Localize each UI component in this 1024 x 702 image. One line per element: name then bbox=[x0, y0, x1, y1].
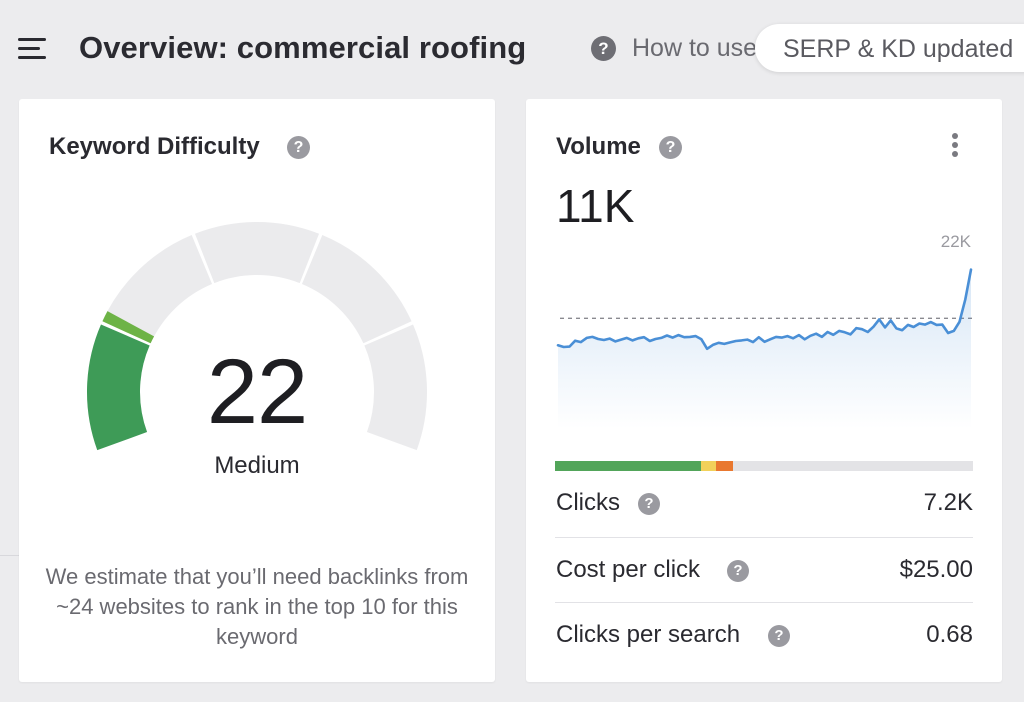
cost-per-click-label: Cost per click bbox=[556, 556, 701, 583]
metric-row-clicks-per-search: Clicks per search ? 0.68 bbox=[555, 602, 973, 667]
clicks-per-search-value: 0.68 bbox=[926, 621, 973, 648]
volume-card: Volume ? 11K 22K Clicks ? 7.2K Cost per … bbox=[526, 99, 1002, 682]
volume-title: Volume bbox=[556, 133, 641, 160]
clicks-label: Clicks bbox=[556, 489, 620, 516]
page-header: Overview: commercial roofing ? How to us… bbox=[0, 0, 1024, 96]
cost-per-click-help-icon[interactable]: ? bbox=[727, 560, 749, 582]
gauge-segment bbox=[194, 221, 320, 284]
clicks-per-search-help-icon[interactable]: ? bbox=[768, 625, 790, 647]
gauge-segment bbox=[102, 235, 213, 344]
help-icon[interactable]: ? bbox=[591, 36, 616, 61]
gauge-fill-segment bbox=[87, 324, 150, 451]
cost-per-click-value: $25.00 bbox=[899, 556, 973, 583]
how-to-use-link[interactable]: How to use bbox=[632, 34, 758, 62]
keyword-difficulty-title: Keyword Difficulty bbox=[49, 133, 260, 160]
split-bar-segment-clicks-mixed bbox=[700, 461, 716, 471]
clicks-help-icon[interactable]: ? bbox=[638, 493, 660, 515]
clicks-value: 7.2K bbox=[923, 489, 973, 516]
difficulty-estimate-text: We estimate that you’ll need backlinks f… bbox=[45, 564, 469, 649]
trend-area bbox=[558, 269, 971, 429]
split-bar-segment-no-clicks bbox=[733, 461, 973, 471]
background-divider bbox=[0, 555, 24, 556]
serp-kd-updated-label: SERP & KD updated bbox=[783, 35, 1014, 63]
difficulty-score: 22 bbox=[206, 341, 308, 443]
keyword-difficulty-card: Keyword Difficulty ? 22 Medium We estima… bbox=[19, 99, 495, 682]
keyword-difficulty-help-icon[interactable]: ? bbox=[287, 136, 310, 159]
gauge-fill-segment bbox=[102, 311, 155, 344]
menu-icon[interactable] bbox=[18, 36, 48, 62]
trend-max-label: 22K bbox=[941, 232, 972, 251]
volume-help-icon[interactable]: ? bbox=[659, 136, 682, 159]
difficulty-level: Medium bbox=[214, 452, 300, 479]
split-bar-segment-clicks-organic bbox=[555, 461, 701, 471]
metric-row-cost-per-click: Cost per click ? $25.00 bbox=[555, 537, 973, 602]
trend-line bbox=[556, 268, 973, 351]
volume-value: 11K bbox=[556, 180, 635, 232]
page-title: Overview: commercial roofing bbox=[79, 30, 527, 65]
clicks-per-search-label: Clicks per search bbox=[556, 621, 741, 648]
volume-trend-chart: 22K bbox=[556, 232, 973, 429]
serp-kd-updated-badge[interactable]: SERP & KD updated bbox=[755, 24, 1024, 72]
difficulty-gauge bbox=[87, 221, 427, 451]
gauge-segment bbox=[364, 324, 427, 451]
clicks-split-bar bbox=[555, 461, 973, 471]
split-bar-segment-clicks-paid bbox=[715, 461, 734, 471]
more-vertical-icon[interactable] bbox=[950, 133, 960, 161]
gauge-segment bbox=[301, 235, 412, 344]
metric-row-clicks: Clicks ? 7.2K bbox=[555, 471, 973, 535]
